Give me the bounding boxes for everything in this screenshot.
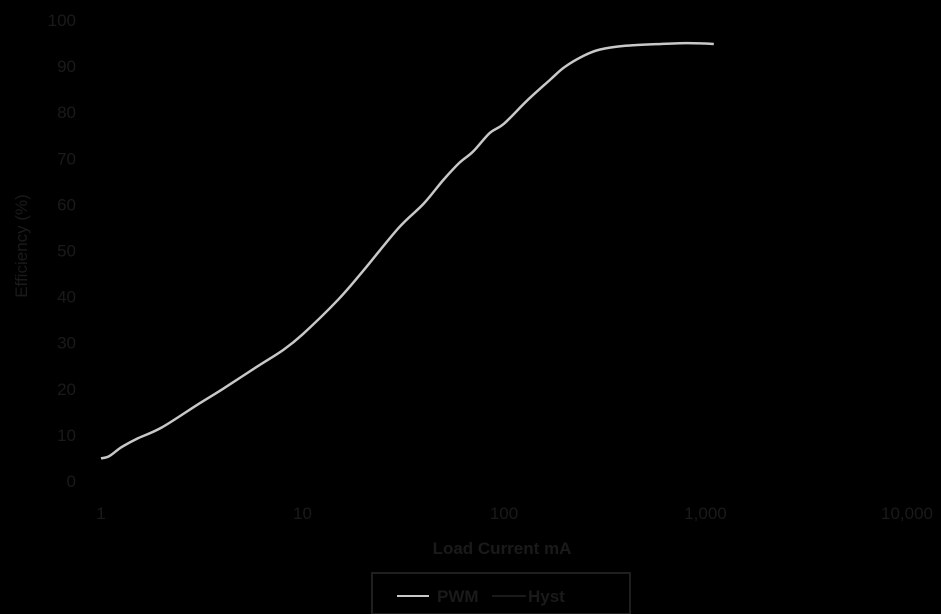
series-line-pwm [100, 41, 714, 460]
legend-label-pwm: PWM [437, 587, 479, 606]
y-tick-label: 80 [57, 103, 76, 122]
x-tick-label: 10,000 [881, 504, 933, 523]
x-axis-ticks: 1 10 100 1,000 10,000 [96, 504, 933, 523]
x-axis-title: Load Current mA [433, 539, 572, 558]
y-tick-label: 90 [57, 57, 76, 76]
x-tick-label: 100 [490, 504, 518, 523]
y-tick-label: 40 [57, 288, 76, 307]
legend-label-hyst: Hyst [528, 587, 565, 606]
y-tick-label: 30 [57, 334, 76, 353]
legend-box [371, 572, 631, 614]
y-tick-label: 10 [57, 426, 76, 445]
x-tick-label: 1,000 [684, 504, 727, 523]
y-axis-ticks: 0 10 20 30 40 50 60 70 80 90 100 [48, 11, 76, 491]
x-tick-label: 10 [293, 504, 312, 523]
plot-area [100, 41, 714, 460]
y-tick-label: 70 [57, 149, 76, 168]
y-tick-label: 60 [57, 195, 76, 214]
y-axis-title: Efficiency (%) [12, 194, 31, 298]
y-tick-label: 50 [57, 242, 76, 261]
legend: PWM Hyst [371, 572, 631, 614]
y-tick-label: 100 [48, 11, 76, 30]
y-tick-label: 20 [57, 380, 76, 399]
y-tick-label: 0 [67, 472, 76, 491]
x-tick-label: 1 [96, 504, 105, 523]
